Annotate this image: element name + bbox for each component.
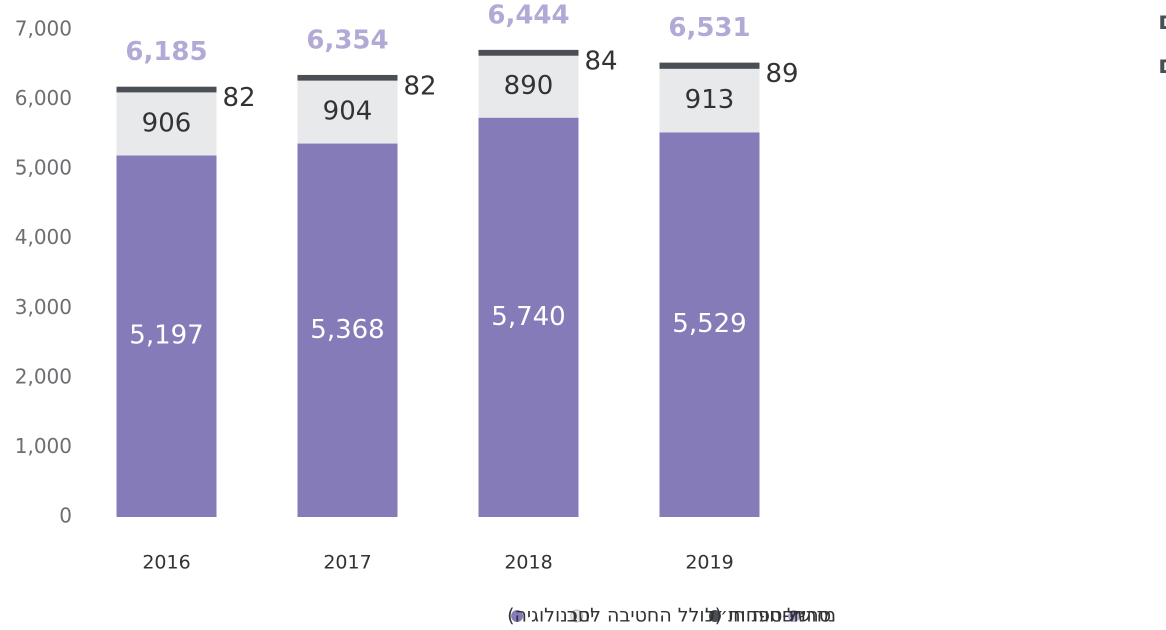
y-tick-label: 7,000 [15,17,72,41]
value-label: 82 [404,71,437,101]
value-label: 89 [766,59,799,89]
y-tick-label: 2,000 [15,364,72,388]
bar-segment [478,55,579,118]
legend-label: יהב [567,605,595,627]
value-label: 5,368 [310,315,384,345]
bar-segment [297,74,398,81]
total-label: 6,531 [668,13,750,43]
bar-segment [659,132,760,517]
value-label: 5,197 [129,321,203,351]
x-tick-label: 2016 [142,552,190,574]
x-tick-label: 2018 [504,552,552,574]
bar-segment [297,143,398,517]
bar-segment [659,62,760,69]
legend-marker [708,610,721,622]
value-label: 84 [585,46,618,76]
total-label: 6,354 [306,25,388,55]
bar-segment [659,68,760,133]
bar-segment [478,49,579,56]
bar-segment [116,86,217,93]
y-tick-label: 3,000 [15,295,72,319]
legend-marker [511,610,524,622]
y-tick-label: 1,000 [15,434,72,458]
legend-label: שלוחות חו״ל [705,605,811,627]
total-label: 6,185 [125,37,207,67]
value-label: 904 [323,97,373,127]
y-tick-label: 6,000 [15,86,72,110]
bar-segment [116,155,217,517]
bar-segment [297,80,398,144]
y-tick-label: 0 [59,504,72,528]
value-label: 5,740 [491,302,565,332]
value-label: 913 [685,85,735,115]
legend-marker [570,609,584,623]
value-label: 906 [142,108,192,138]
y-tick-label: 4,000 [15,225,72,249]
bar-segment [478,117,579,517]
value-label: 82 [223,83,256,113]
chart-title: מספר המועסקים [1158,6,1166,35]
y-tick-label: 5,000 [15,156,72,180]
legend-marker [788,610,800,622]
legend-label: סה״כ [784,605,831,627]
total-label: 6,444 [487,0,569,30]
x-tick-label: 2017 [323,552,371,574]
x-tick-label: 2019 [685,552,733,574]
value-label: 5,529 [672,309,746,339]
bar-segment [116,92,217,156]
chart-title: בקבוצה לאורך השנים [1158,50,1166,79]
value-label: 890 [504,71,554,101]
legend-label: מזרחי-טפחות (כולל החטיבה לטכנולוגיה) [507,605,836,627]
